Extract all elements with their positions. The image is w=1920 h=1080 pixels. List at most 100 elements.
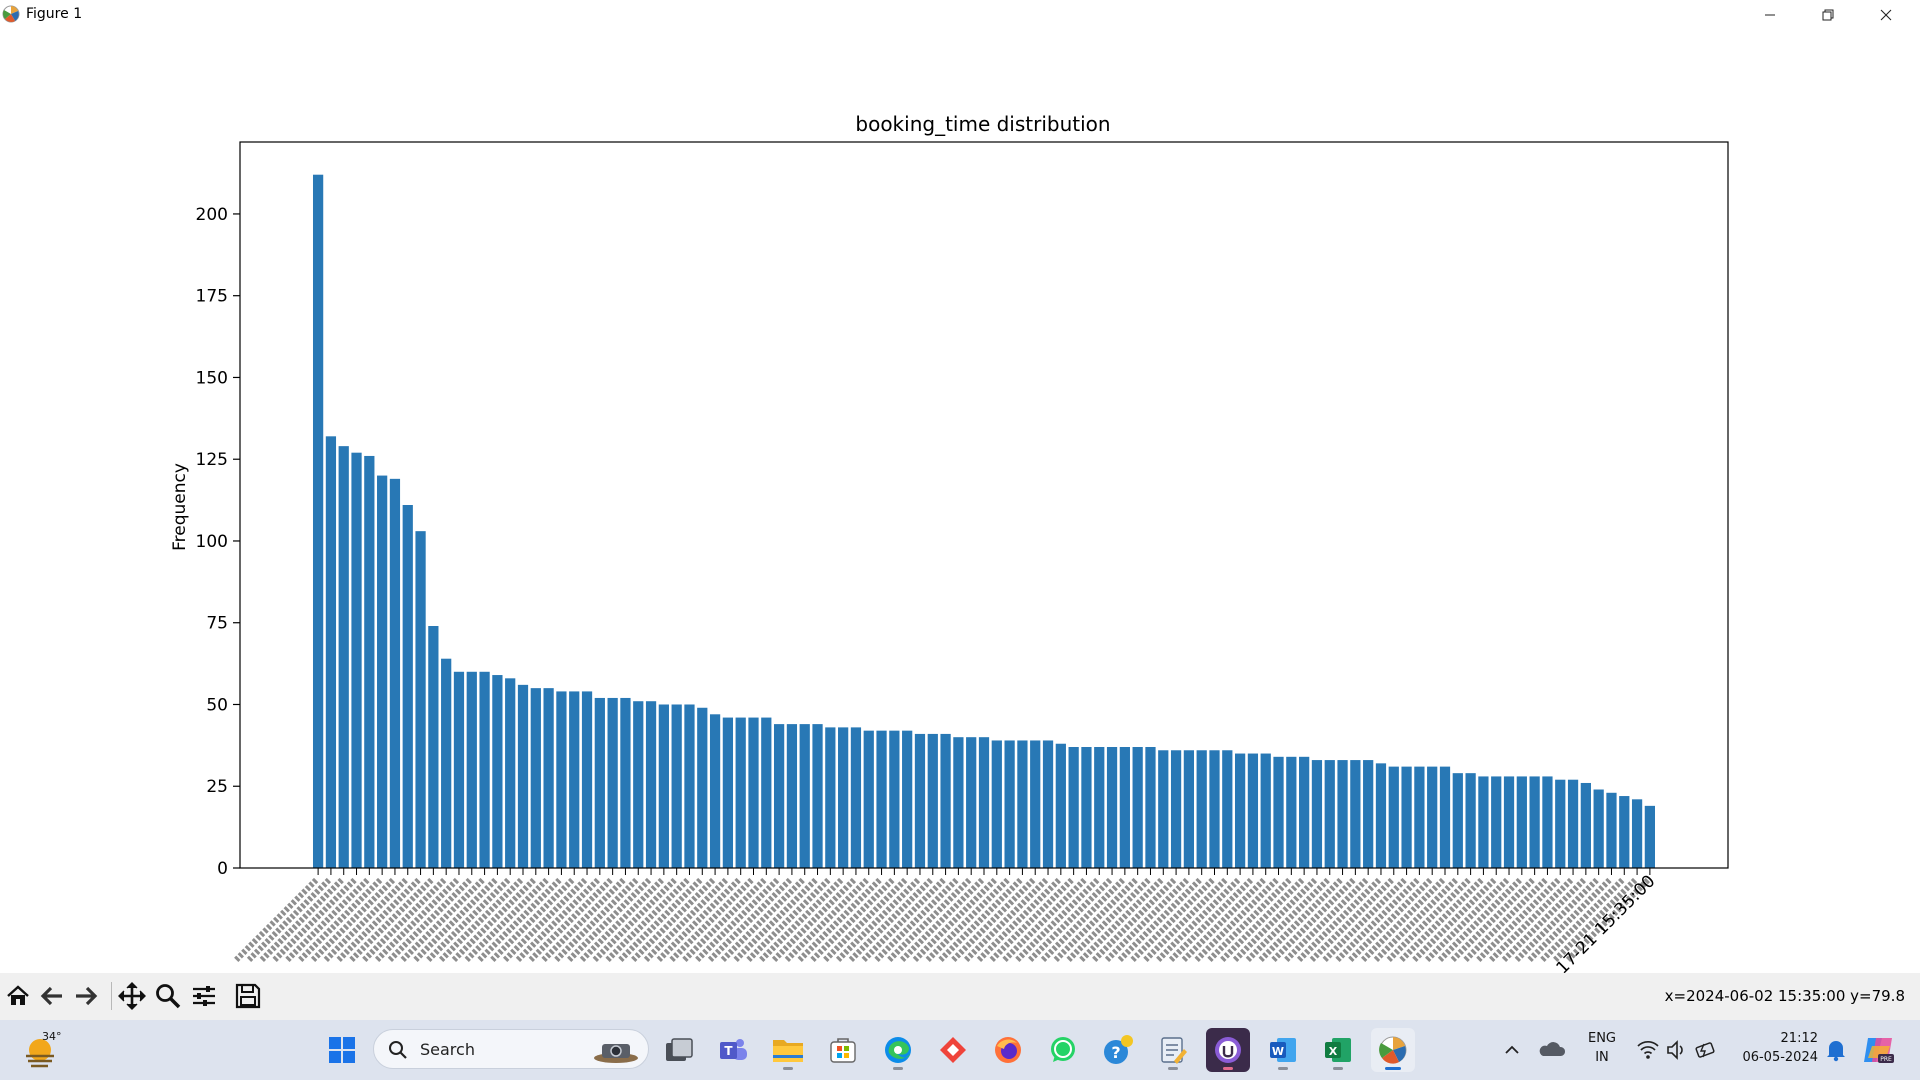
x-tick-label	[1424, 877, 1510, 963]
taskbar-app-store[interactable]	[821, 1028, 865, 1072]
weather-widget[interactable]: 34°	[18, 1026, 78, 1074]
restore-button[interactable]	[1799, 0, 1857, 29]
bar	[479, 671, 490, 868]
taskbar-app-get-help[interactable]: ?	[1096, 1028, 1140, 1072]
x-tick-label	[874, 877, 959, 963]
bar	[1439, 766, 1451, 868]
onedrive-button[interactable]	[1538, 1038, 1568, 1062]
x-tick-label	[298, 877, 383, 963]
bar	[1081, 747, 1092, 868]
notepad-icon	[1161, 1037, 1187, 1064]
search-placeholder: Search	[420, 1040, 475, 1059]
taskbar-app-excel[interactable]: X	[1316, 1028, 1360, 1072]
bar	[1337, 760, 1348, 868]
taskbar-app-edge[interactable]	[876, 1028, 920, 1072]
notification-button[interactable]	[1825, 1038, 1849, 1062]
close-button[interactable]	[1857, 0, 1915, 29]
taskbar-app-task-view[interactable]	[657, 1028, 701, 1072]
bar	[1042, 740, 1054, 868]
whatsapp-icon	[1051, 1037, 1075, 1062]
bar	[722, 717, 734, 868]
back-button[interactable]	[37, 981, 67, 1011]
x-tick-label	[233, 877, 319, 963]
bar	[441, 658, 452, 868]
taskbar-app-matplotlib-figure[interactable]	[1371, 1028, 1415, 1072]
get-help-icon: ?	[1104, 1035, 1133, 1064]
taskbar-app-teams[interactable]: T	[711, 1028, 755, 1072]
bar	[914, 733, 926, 868]
weather-temperature: 34°	[42, 1030, 62, 1043]
bar	[1260, 753, 1271, 868]
bar	[940, 733, 951, 868]
bar	[658, 704, 669, 868]
save-button[interactable]	[233, 981, 263, 1011]
copilot-icon: PRE	[1864, 1038, 1894, 1063]
clock[interactable]: 21:12 06-05-2024	[1724, 1029, 1818, 1071]
language-indicator[interactable]: ENG IN	[1580, 1029, 1624, 1071]
task-view-icon	[666, 1038, 693, 1061]
bar	[1427, 766, 1438, 868]
home-button[interactable]	[3, 981, 33, 1011]
x-tick-label	[387, 877, 472, 963]
bar	[978, 737, 990, 868]
bar	[1145, 747, 1156, 868]
x-tick-label	[1155, 877, 1241, 963]
language-code: ENG	[1587, 1031, 1616, 1046]
x-tick-label	[502, 877, 588, 963]
x-tick-label	[1245, 877, 1330, 963]
configure-subplots-button[interactable]	[189, 981, 219, 1011]
bar	[1106, 747, 1118, 868]
x-tick-label	[887, 877, 972, 963]
x-tick-label	[669, 877, 754, 963]
taskbar-app-whatsapp[interactable]	[1041, 1028, 1085, 1072]
taskbar-app-github[interactable]	[1206, 1028, 1250, 1072]
taskbar-app-firefox[interactable]	[986, 1028, 1030, 1072]
taskbar-app-notepad[interactable]	[1151, 1028, 1195, 1072]
x-tick-label	[1053, 877, 1138, 963]
taskbar-app-anydesk[interactable]	[931, 1028, 975, 1072]
taskbar-app-word[interactable]: W	[1261, 1028, 1305, 1072]
bar	[812, 724, 823, 868]
x-tick-label	[1386, 877, 1471, 963]
show-hidden-icons-button[interactable]	[1500, 1038, 1524, 1062]
bar	[530, 688, 541, 868]
x-tick-label	[1412, 877, 1497, 963]
bar	[338, 446, 349, 868]
bar	[927, 733, 938, 868]
pan-button[interactable]	[117, 981, 147, 1011]
bar	[581, 691, 593, 868]
taskbar-search[interactable]: Search	[373, 1029, 649, 1069]
bar	[786, 724, 798, 868]
bar	[377, 475, 388, 868]
copilot-button[interactable]: PRE	[1862, 1034, 1896, 1066]
x-tick-label	[1130, 877, 1215, 963]
running-indicator	[1223, 1067, 1233, 1070]
x-tick-label	[477, 877, 562, 963]
x-tick-label	[759, 877, 844, 963]
bar	[684, 704, 695, 868]
y-tick-label: 50	[206, 695, 228, 715]
bar	[428, 626, 439, 868]
bars-group	[312, 174, 1655, 868]
bar	[1631, 799, 1643, 868]
x-tick-label	[1232, 877, 1318, 963]
x-tick-label	[336, 877, 421, 963]
svg-text:W: W	[1272, 1045, 1284, 1058]
cursor-coordinates: x=2024-06-02 15:35:00 y=79.8	[1664, 987, 1905, 1005]
bar	[594, 697, 605, 868]
x-tick-label	[797, 877, 882, 963]
quick-settings-button[interactable]	[1636, 1036, 1720, 1064]
bar	[1542, 776, 1553, 868]
bar	[1222, 750, 1233, 868]
bar	[1478, 776, 1489, 868]
y-tick-label: 25	[206, 777, 228, 797]
zoom-button[interactable]	[153, 981, 183, 1011]
minimize-button[interactable]	[1741, 0, 1799, 29]
forward-button[interactable]	[71, 981, 101, 1011]
x-tick-label	[951, 877, 1036, 963]
taskbar-app-file-explorer[interactable]	[766, 1028, 810, 1072]
bar	[325, 436, 337, 868]
start-button[interactable]	[320, 1028, 364, 1072]
figure-canvas[interactable]: booking_time distribution Frequency 0 25 5…	[0, 29, 1920, 973]
bar	[415, 531, 426, 868]
